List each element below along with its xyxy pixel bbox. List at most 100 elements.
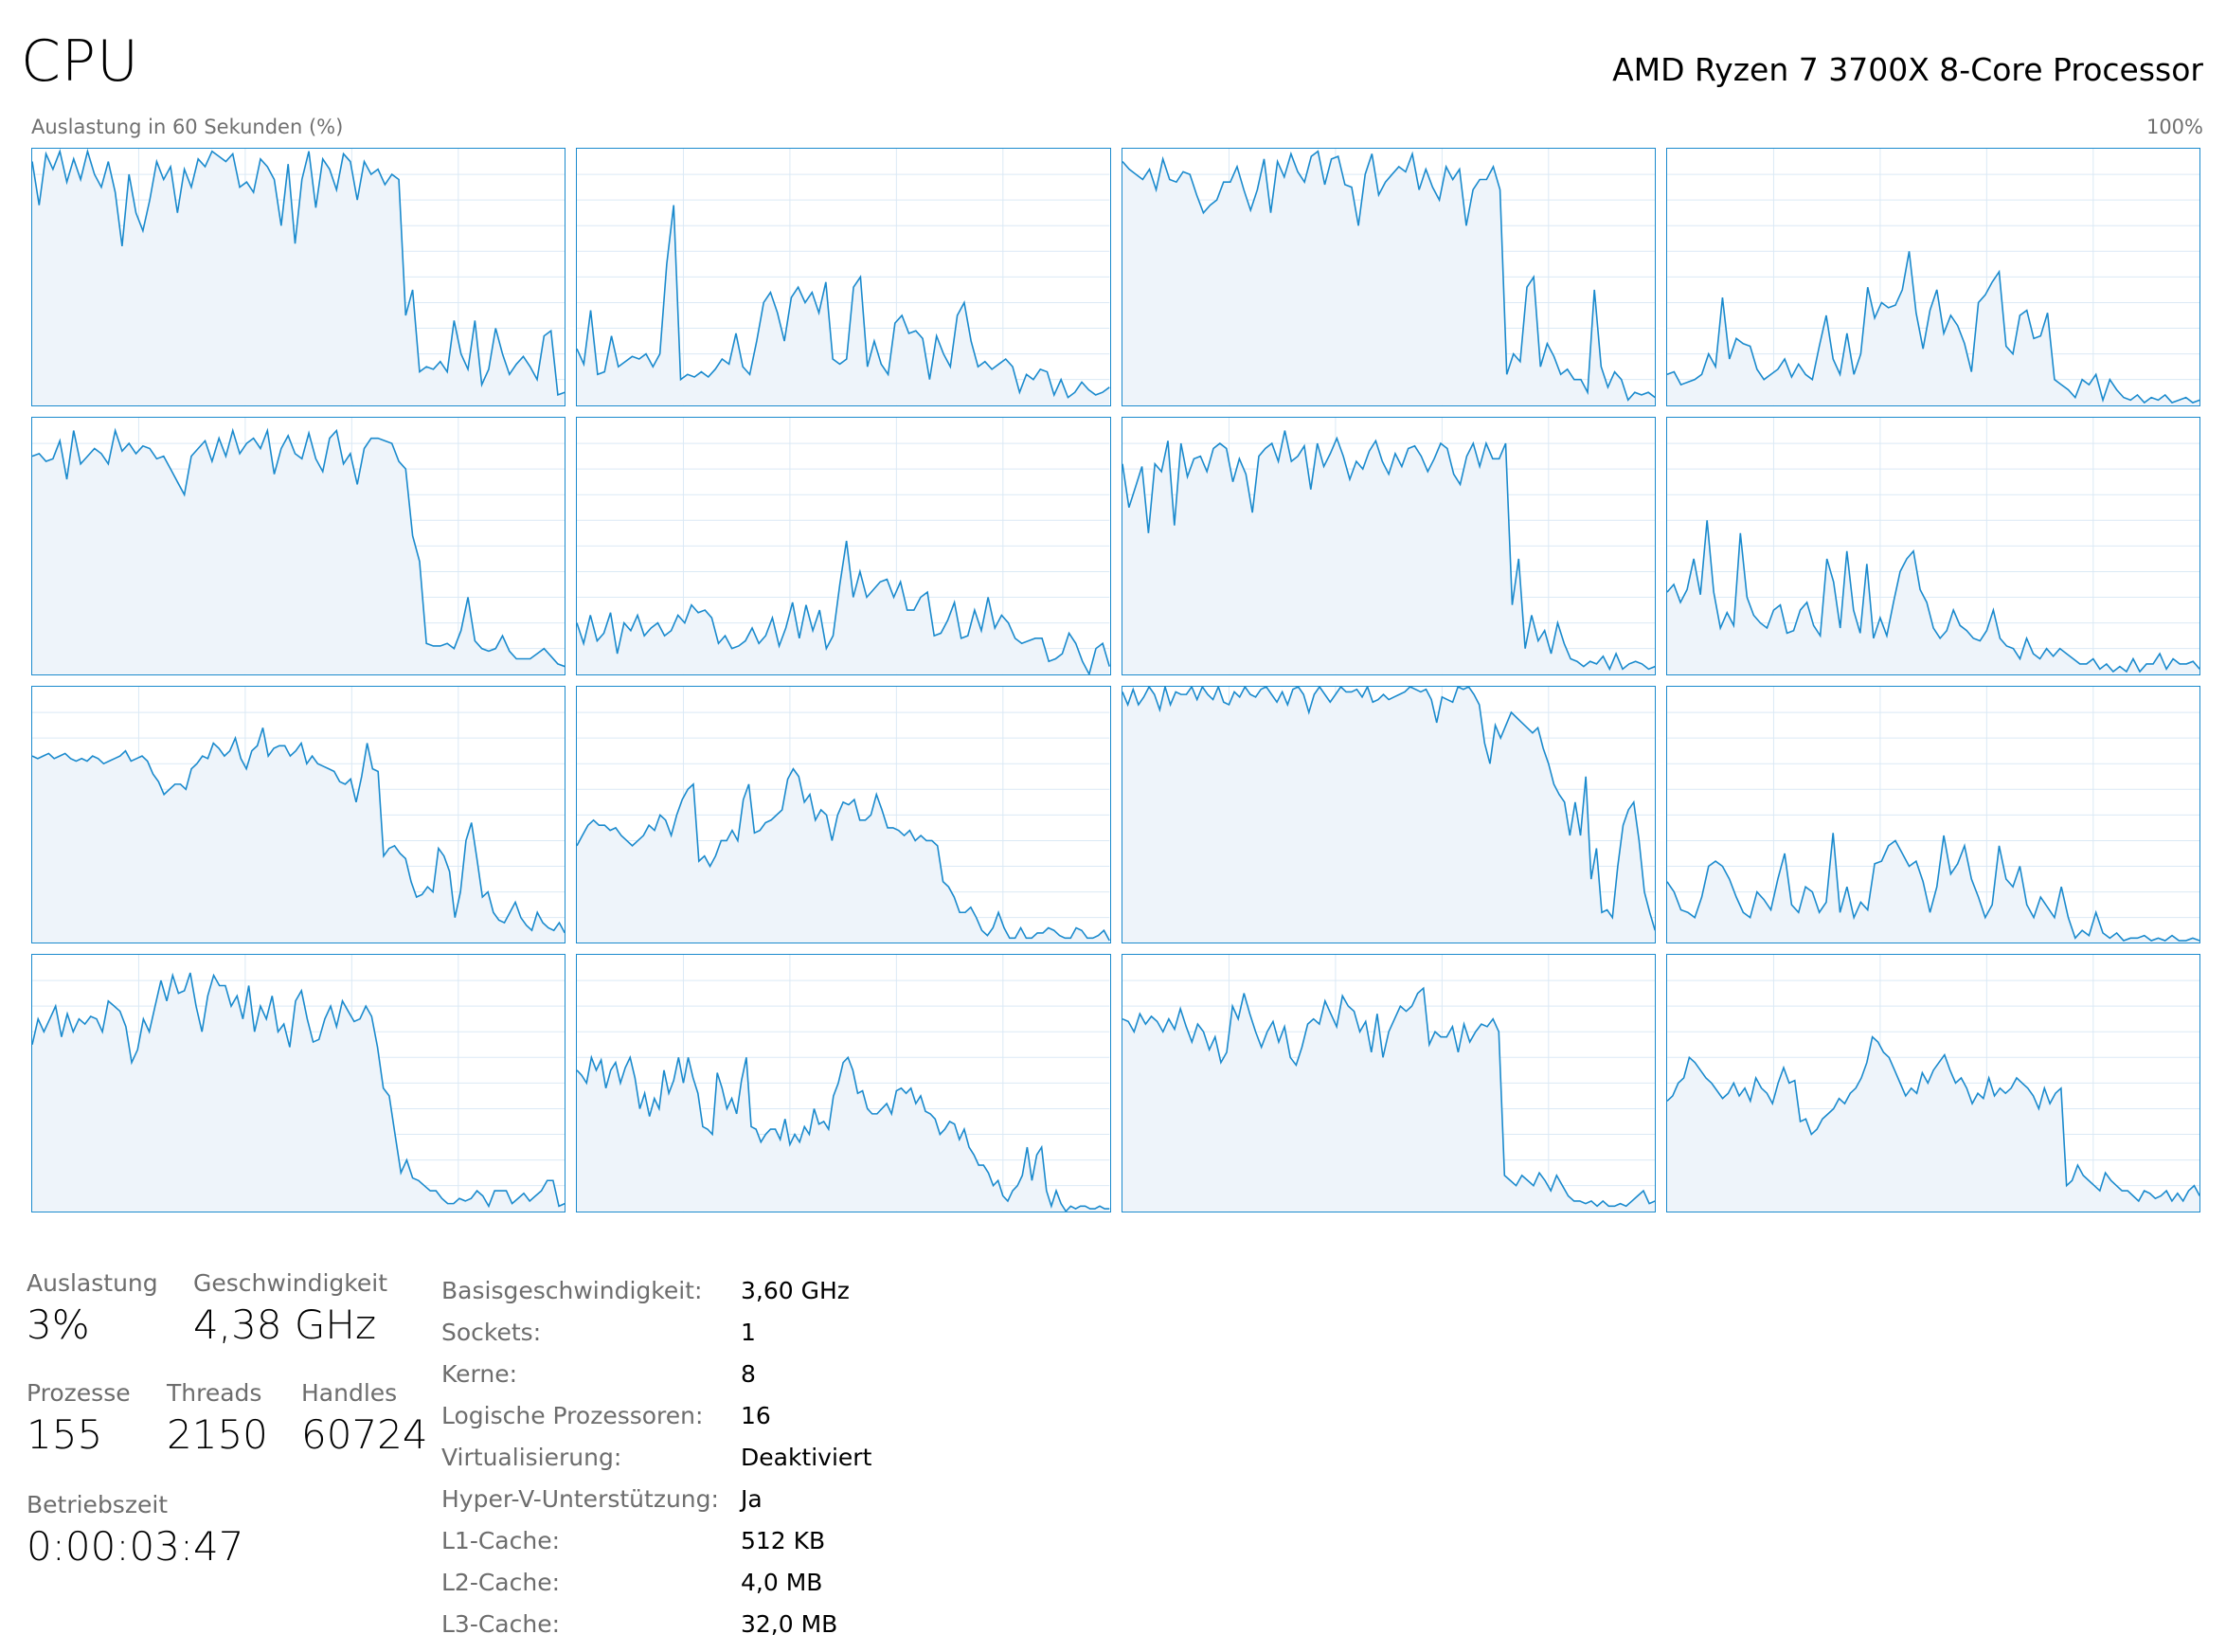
info-row: Basisgeschwindigkeit: 3,60 GHz <box>441 1277 871 1319</box>
info-key: Sockets: <box>441 1319 542 1346</box>
core-graph-11[interactable] <box>1665 685 2200 944</box>
core-usage-line <box>1667 520 2199 672</box>
info-key: Hyper-V-Unterstützung: <box>441 1485 719 1513</box>
core-graph-plot <box>1122 955 1655 1212</box>
core-usage-line <box>32 152 565 395</box>
core-graph-7[interactable] <box>1665 416 2200 675</box>
info-value: 4,0 MB <box>741 1569 823 1596</box>
core-graph-13[interactable] <box>576 954 1111 1212</box>
core-graph-plot <box>32 149 565 405</box>
info-key: L3-Cache: <box>441 1610 561 1638</box>
core-usage-line <box>1122 988 1655 1206</box>
info-row: Kerne: 8 <box>441 1360 871 1402</box>
threads-label: Threads <box>167 1379 262 1407</box>
core-usage-line <box>577 206 1109 398</box>
core-usage-area <box>32 973 565 1212</box>
core-graph-plot <box>1122 418 1655 674</box>
core-usage-area <box>577 540 1110 674</box>
core-usage-line <box>1122 152 1655 401</box>
core-graph-2[interactable] <box>1121 148 1656 406</box>
core-usage-line <box>1667 251 2199 403</box>
core-usage-area <box>577 1057 1110 1212</box>
core-usage-line <box>577 768 1109 940</box>
info-row: L1-Cache: 512 KB <box>441 1527 871 1569</box>
core-graph-6[interactable] <box>1121 416 1656 675</box>
logical-processor-graphs[interactable] <box>31 148 2200 1212</box>
core-graph-plot <box>577 149 1110 405</box>
info-key: L2-Cache: <box>441 1569 561 1596</box>
graph-max-label: 100% <box>2145 116 2203 138</box>
core-usage-area <box>32 151 565 405</box>
core-usage-area <box>1666 520 2199 674</box>
info-row: L3-Cache: 32,0 MB <box>441 1610 871 1652</box>
core-graph-plot <box>1122 686 1655 943</box>
core-graph-9[interactable] <box>576 685 1111 944</box>
speed-value: 4,38 GHz <box>193 1302 377 1348</box>
core-graph-plot <box>32 687 565 943</box>
handles-label: Handles <box>301 1379 398 1407</box>
info-row: L2-Cache: 4,0 MB <box>441 1569 871 1610</box>
page-title: CPU <box>21 28 139 95</box>
core-graph-plot <box>1666 418 2199 674</box>
info-value: 16 <box>741 1402 771 1429</box>
core-usage-area <box>1122 686 1655 943</box>
core-usage-area <box>577 768 1110 943</box>
uptime-value: 0:00:03:47 <box>27 1523 244 1570</box>
processes-label: Prozesse <box>27 1379 131 1407</box>
core-usage-line <box>1122 687 1655 930</box>
core-usage-line <box>32 973 565 1206</box>
core-graph-14[interactable] <box>1121 954 1656 1212</box>
core-graph-plot <box>1122 149 1655 405</box>
core-usage-area <box>1666 1036 2199 1212</box>
info-row: Hyper-V-Unterstützung: Ja <box>441 1485 871 1527</box>
processor-name: AMD Ryzen 7 3700X 8-Core Processor <box>1612 51 2203 88</box>
processes-value: 155 <box>27 1411 103 1458</box>
info-row: Virtualisierung: Deaktiviert <box>441 1444 871 1485</box>
core-graph-plot <box>577 955 1110 1212</box>
info-key: Logische Prozessoren: <box>441 1402 704 1429</box>
processor-info-table: Basisgeschwindigkeit: 3,60 GHz Sockets: 1 Ke… <box>441 1277 871 1652</box>
core-usage-area <box>1122 151 1655 405</box>
core-graph-plot <box>1666 149 2199 405</box>
core-graph-10[interactable] <box>1121 685 1656 944</box>
info-value: Ja <box>741 1485 763 1513</box>
info-value: 32,0 MB <box>741 1610 838 1638</box>
core-usage-line <box>577 1058 1109 1212</box>
core-usage-area <box>32 727 565 943</box>
handles-value: 60724 <box>301 1411 428 1458</box>
core-usage-line <box>32 727 565 933</box>
info-value: 512 KB <box>741 1527 826 1554</box>
core-graph-plot <box>32 955 565 1212</box>
info-row: Logische Prozessoren: 16 <box>441 1402 871 1444</box>
speed-label: Geschwindigkeit <box>193 1269 388 1297</box>
core-graph-15[interactable] <box>1665 954 2200 1212</box>
info-value: 1 <box>741 1319 756 1346</box>
core-graph-plot <box>32 418 565 674</box>
info-row: Sockets: 1 <box>441 1319 871 1360</box>
core-usage-line <box>1122 430 1655 669</box>
core-graph-5[interactable] <box>576 416 1111 675</box>
core-graph-3[interactable] <box>1665 148 2200 406</box>
core-graph-12[interactable] <box>31 954 566 1212</box>
core-graph-8[interactable] <box>31 685 566 944</box>
core-usage-line <box>577 541 1109 674</box>
info-key: L1-Cache: <box>441 1527 561 1554</box>
core-usage-area <box>1122 988 1655 1212</box>
core-graph-plot <box>577 418 1110 674</box>
core-graph-0[interactable] <box>31 148 566 406</box>
core-usage-line <box>1667 833 2199 941</box>
core-usage-line <box>1667 1037 2199 1201</box>
core-graph-plot <box>577 687 1110 943</box>
core-usage-line <box>32 430 565 666</box>
utilization-label: Auslastung <box>27 1269 158 1297</box>
info-value: 8 <box>741 1360 756 1388</box>
core-graph-4[interactable] <box>31 416 566 675</box>
core-graph-1[interactable] <box>576 148 1111 406</box>
graph-time-label: Auslastung in 60 Sekunden (%) <box>31 116 344 138</box>
core-usage-area <box>1122 430 1655 674</box>
core-usage-area <box>1666 832 2199 943</box>
info-value: 3,60 GHz <box>741 1277 850 1304</box>
core-graph-plot <box>1666 955 2199 1212</box>
core-usage-area <box>32 430 565 674</box>
info-key: Kerne: <box>441 1360 518 1388</box>
